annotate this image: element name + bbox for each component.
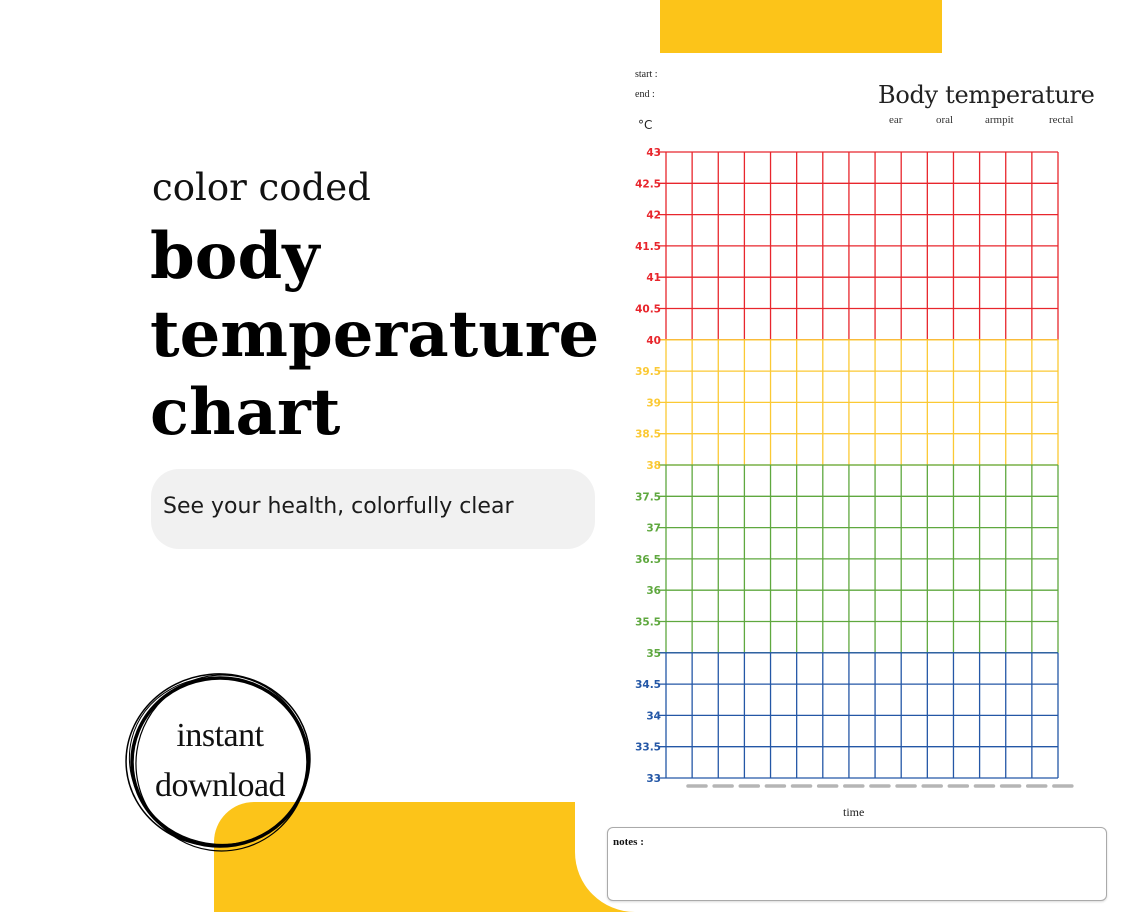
y-tick-label: 39 [646,397,661,409]
y-tick-label: 33 [646,773,661,785]
headline-line-2: temperature [150,297,600,372]
y-tick-label: 36.5 [635,554,661,566]
badge-line-2: download [154,767,286,804]
method-oral: oral [936,114,954,126]
y-tick-label: 35.5 [635,617,661,629]
y-tick-label: 42.5 [635,178,661,190]
start-label: start : [635,69,658,80]
y-tick-label: 33.5 [635,742,661,754]
chart-sheet [575,53,1140,912]
y-tick-label: 38 [646,460,661,472]
yellow-accent-top [660,0,942,53]
y-tick-label: 35 [646,648,661,660]
y-tick-label: 37.5 [635,491,661,503]
tagline-text: See your health, colorfully clear [163,494,514,519]
y-tick-label: 40 [646,335,661,347]
method-ear: ear [889,114,903,126]
y-tick-label: 41 [646,272,661,284]
y-tick-label: 42 [646,210,661,222]
instant-download-badge: instant download [122,667,318,855]
y-tick-label: 37 [646,523,661,535]
y-tick-label: 34 [646,710,661,722]
promo-headline: body temperature chart [150,218,599,452]
y-tick-label: 39.5 [635,366,661,378]
y-tick-label: 40.5 [635,304,661,316]
y-tick-label: 38.5 [635,429,661,441]
y-tick-label: 34.5 [635,679,661,691]
chart-title: Body temperature [878,81,1095,109]
notes-label: notes : [613,836,644,848]
y-tick-label: 36 [646,585,661,597]
unit-label: °C [638,118,653,132]
headline-line-3: chart [150,375,341,450]
headline-line-1: body [150,219,320,294]
notes-box[interactable]: notes : [607,827,1107,901]
method-armpit: armpit [985,114,1014,126]
method-rectal: rectal [1049,114,1074,126]
y-tick-label: 41.5 [635,241,661,253]
end-label: end : [635,89,655,100]
badge-circle-icon [125,673,311,852]
promo-subtitle: color coded [152,166,371,209]
time-axis-label: time [843,805,865,819]
tagline-box: See your health, colorfully clear [151,469,595,549]
badge-line-1: instant [176,717,264,754]
y-tick-label: 43 [646,147,661,159]
